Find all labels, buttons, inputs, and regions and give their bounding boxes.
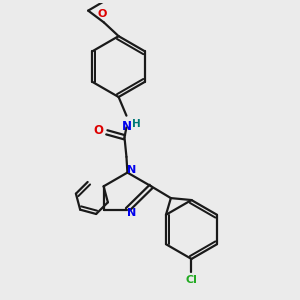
- Text: N: N: [127, 165, 136, 175]
- Text: Cl: Cl: [185, 274, 197, 285]
- Text: O: O: [97, 10, 106, 20]
- Text: N: N: [122, 120, 131, 133]
- Text: H: H: [132, 118, 141, 129]
- Text: N: N: [127, 208, 136, 218]
- Text: O: O: [93, 124, 103, 137]
